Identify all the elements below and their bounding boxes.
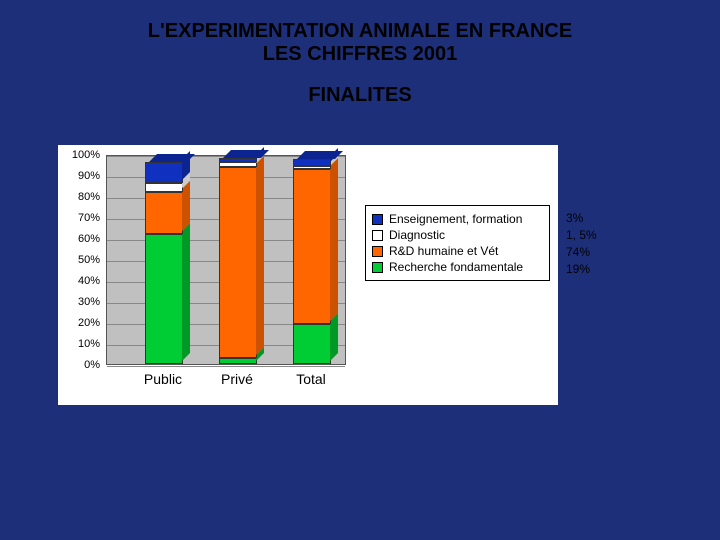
x-axis-labels: Public Privé Total xyxy=(106,371,346,391)
legend-swatch xyxy=(372,262,383,273)
legend-swatch xyxy=(372,214,383,225)
subtitle: FINALITES xyxy=(0,84,720,107)
legend-label: Recherche fondamentale xyxy=(389,260,523,274)
legend-item: Recherche fondamentale xyxy=(372,260,543,274)
y-tick-label: 40% xyxy=(78,275,100,287)
y-tick-label: 60% xyxy=(78,233,100,245)
bar-total xyxy=(293,159,331,364)
y-tick-label: 0% xyxy=(84,359,100,371)
y-tick-label: 70% xyxy=(78,212,100,224)
y-tick-label: 30% xyxy=(78,296,100,308)
y-tick-label: 100% xyxy=(72,149,100,161)
bar-public xyxy=(145,162,183,364)
percent-label: 74% xyxy=(566,245,597,259)
legend-item: Diagnostic xyxy=(372,228,543,242)
legend: Enseignement, formation Diagnostic R&D hum… xyxy=(365,205,550,281)
percent-label: 3% xyxy=(566,211,597,225)
y-axis-labels: 0%10%20%30%40%50%60%70%80%90%100% xyxy=(58,155,102,365)
y-tick-label: 50% xyxy=(78,254,100,266)
title-line2: LES CHIFFRES 2001 xyxy=(0,43,720,66)
legend-label: Enseignement, formation xyxy=(389,212,522,226)
x-label: Total xyxy=(296,371,326,387)
y-tick-label: 80% xyxy=(78,191,100,203)
x-label: Privé xyxy=(221,371,253,387)
chart-panel: 0% 10% 20% 30% 40% 50% 60% 70% 80% 90% 100% Public… xyxy=(58,145,558,405)
legend-swatch xyxy=(372,230,383,241)
percent-column: 3% 1, 5% 74% 19% xyxy=(566,208,597,279)
x-label: Public xyxy=(144,371,182,387)
y-tick-label: 90% xyxy=(78,170,100,182)
legend-item: Enseignement, formation xyxy=(372,212,543,226)
y-tick-label: 20% xyxy=(78,317,100,329)
bar-privé xyxy=(219,158,257,364)
legend-label: R&D humaine et Vét xyxy=(389,244,498,258)
y-tick-label: 10% xyxy=(78,338,100,350)
percent-label: 19% xyxy=(566,262,597,276)
legend-swatch xyxy=(372,246,383,257)
plot-area xyxy=(106,155,346,365)
legend-label: Diagnostic xyxy=(389,228,445,242)
legend-item: R&D humaine et Vét xyxy=(372,244,543,258)
title-line1: L'EXPERIMENTATION ANIMALE EN FRANCE xyxy=(0,20,720,43)
percent-label: 1, 5% xyxy=(566,228,597,242)
